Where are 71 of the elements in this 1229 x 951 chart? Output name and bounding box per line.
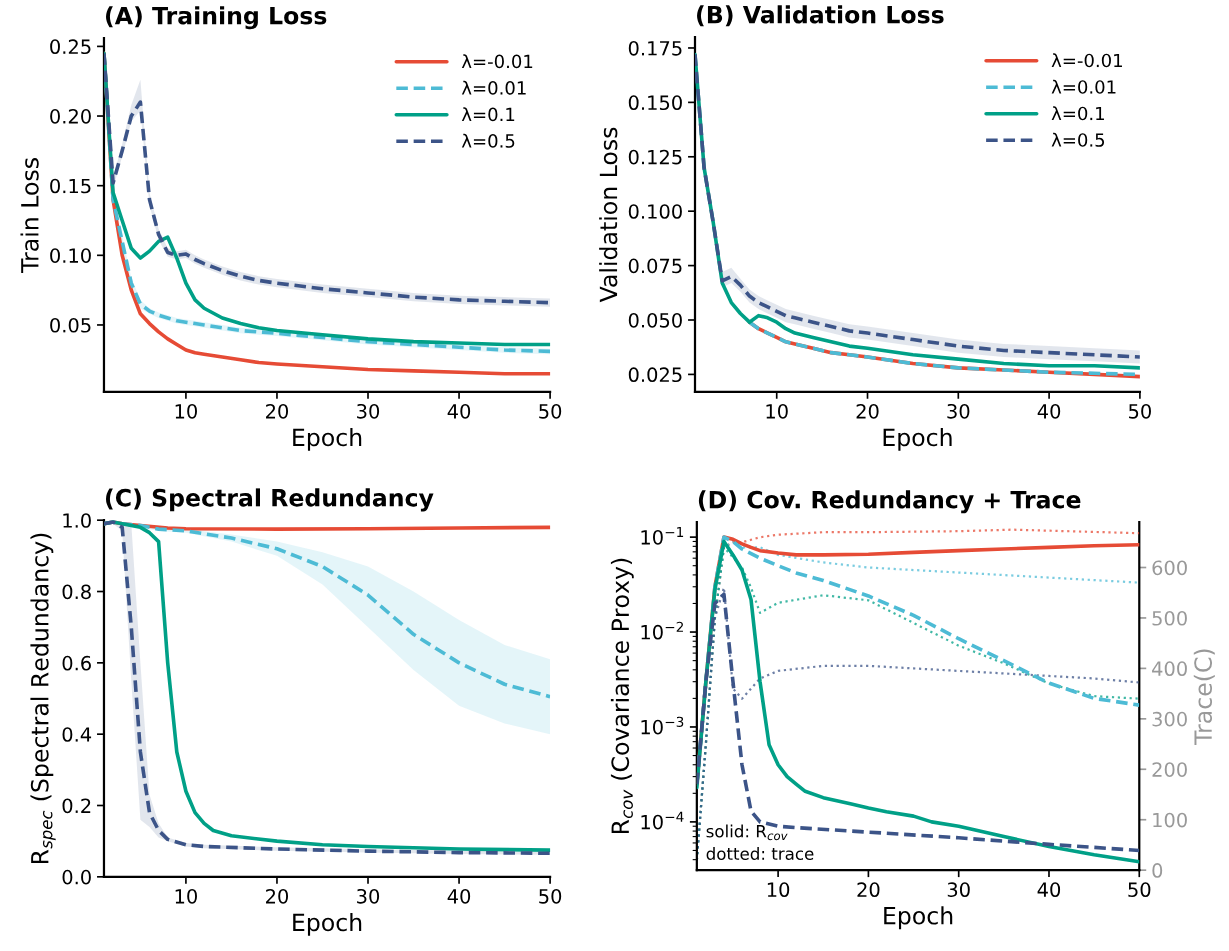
legend-label: λ=0.5 (1051, 132, 1105, 147)
y-tick-label: 0.025 (628, 367, 682, 383)
y-tick-label: 0.075 (628, 258, 682, 274)
y-tick-label: 0.175 (628, 40, 682, 56)
y-tick-label: 10$^{−1}$ (641, 527, 684, 545)
legend-label: λ=0.1 (461, 107, 515, 122)
chart-title: (A) Training Loss (106, 6, 327, 30)
legend-label: λ=-0.01 (1051, 53, 1122, 68)
annotation: solid: R$_{cov}$ dotted: trace (706, 824, 814, 860)
x-axis-title: Epoch (884, 906, 953, 930)
y-tick-label: 10$^{−3}$ (641, 716, 684, 735)
x-tick-label: 10 (175, 403, 197, 419)
y-tick-label: 0.6 (62, 655, 91, 671)
y-tick-label: 0.10 (50, 248, 91, 263)
y-tick-label: 0.125 (628, 149, 682, 165)
y-tick-label: 0.150 (628, 95, 682, 111)
legend-label: λ=0.1 (1051, 106, 1104, 121)
y-tick-label: 0.20 (50, 108, 91, 124)
y2-tick-label: 400 (1152, 661, 1187, 677)
y-tick-label: 10$^{−4}$ (641, 811, 684, 830)
y-tick-label: 0.15 (50, 178, 91, 194)
legend-label: λ=0.01 (1051, 79, 1116, 94)
y-tick-label: 0.0 (62, 869, 91, 885)
y2-tick-label: 500 (1152, 610, 1187, 626)
x-tick-label: 40 (447, 403, 471, 419)
x-tick-label: 30 (357, 403, 380, 419)
x-tick-label: 40 (1037, 882, 1061, 898)
y-axis-title: R$_{cov}$ (Covariance Proxy) (610, 558, 634, 834)
y2-tick-label: 300 (1152, 711, 1187, 727)
y2-axis-title: Trace(C) (1193, 649, 1215, 745)
y-axis-title: Validation Loss (599, 127, 618, 303)
x-tick-label: 50 (539, 403, 562, 419)
x-axis-title: Epoch (883, 427, 952, 451)
y-tick-label: 0.05 (50, 317, 91, 333)
y-axis-title: R$_{spec}$ (Spectral Redundancy) (30, 533, 56, 864)
chart-title: (C) Spectral Redundancy (106, 488, 434, 512)
x-tick-label: 10 (767, 882, 790, 898)
x-tick-label: 50 (1128, 882, 1151, 898)
x-tick-label: 50 (539, 888, 562, 904)
x-tick-label: 40 (447, 888, 471, 904)
x-tick-label: 10 (175, 888, 197, 904)
x-tick-label: 30 (357, 888, 380, 904)
y-tick-label: 0.25 (50, 39, 91, 55)
x-tick-label: 50 (1129, 403, 1151, 419)
x-tick-label: 20 (857, 882, 880, 898)
x-axis-title: Epoch (293, 913, 362, 936)
x-tick-label: 20 (856, 403, 879, 419)
x-tick-label: 20 (266, 888, 289, 904)
x-tick-label: 30 (947, 403, 970, 419)
y-tick-label: 0.050 (628, 312, 682, 328)
legend-label: λ=0.01 (461, 80, 526, 95)
y2-tick-label: 100 (1153, 812, 1187, 828)
y-tick-label: 0.8 (62, 584, 91, 600)
y-tick-label: 10$^{−2}$ (641, 621, 683, 640)
x-axis-title: Epoch (293, 427, 362, 451)
legend-label: λ=0.5 (461, 133, 515, 148)
y2-tick-label: 600 (1152, 560, 1187, 576)
y2-tick-label: 0 (1152, 863, 1163, 878)
x-tick-label: 10 (766, 403, 788, 419)
y-tick-label: 0.4 (62, 727, 92, 742)
chart-title: (D) Cov. Redundancy + Trace (698, 490, 1081, 514)
y2-tick-label: 200 (1152, 762, 1187, 777)
x-tick-label: 30 (947, 882, 970, 898)
y-tick-label: 1.0 (63, 513, 91, 528)
y-axis-title: Train Loss (20, 158, 39, 273)
y-tick-label: 0.2 (62, 798, 91, 814)
x-tick-label: 40 (1037, 403, 1061, 419)
chart-title: (B) Validation Loss (697, 5, 944, 27)
x-tick-label: 20 (266, 403, 289, 419)
legend-label: λ=-0.01 (461, 54, 533, 69)
y-tick-label: 0.100 (628, 204, 682, 219)
